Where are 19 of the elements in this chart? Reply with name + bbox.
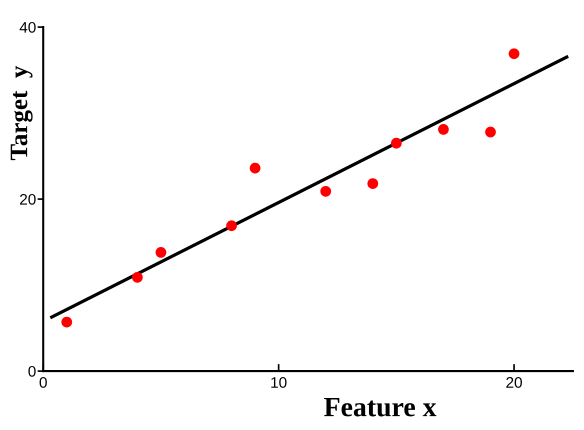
y-axis-title: Target y — [10, 66, 33, 160]
x-tick-label: 10 — [271, 377, 287, 388]
point — [367, 178, 378, 189]
point — [132, 272, 143, 283]
y-tick-label: 0 — [28, 366, 36, 377]
point — [390, 138, 402, 149]
point — [61, 316, 72, 328]
point — [485, 126, 496, 138]
point — [156, 247, 166, 258]
x-tick-label: 0 — [40, 377, 47, 388]
x-axis-title: Feature x — [324, 398, 436, 417]
point — [320, 186, 332, 197]
point — [250, 162, 260, 174]
point — [438, 124, 449, 135]
point — [226, 220, 237, 232]
y-tick-label: 40 — [20, 22, 36, 33]
y-tick-label: 20 — [20, 194, 36, 205]
point — [508, 48, 520, 60]
x-tick-label: 20 — [506, 377, 522, 388]
